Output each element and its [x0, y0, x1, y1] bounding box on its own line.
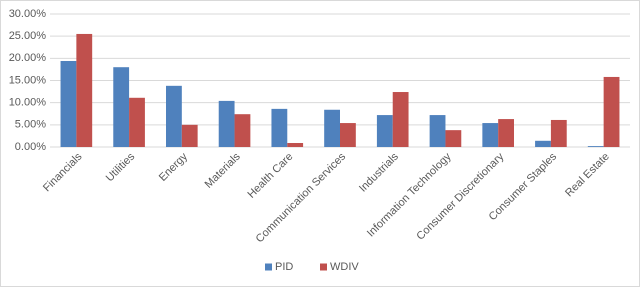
legend-label: PID	[275, 261, 293, 273]
bar	[587, 146, 604, 147]
y-tick-label: 15.00%	[9, 74, 47, 86]
bar	[376, 115, 393, 147]
legend-label: WDIV	[330, 261, 359, 273]
bar	[287, 143, 304, 147]
y-tick-label: 5.00%	[15, 119, 46, 131]
bar	[550, 119, 567, 147]
bar	[129, 97, 145, 147]
y-tick-label: 30.00%	[9, 8, 47, 20]
y-tick-label: 10.00%	[9, 97, 47, 109]
bar	[445, 130, 462, 147]
bar	[535, 140, 551, 147]
bar	[603, 76, 620, 147]
bar	[340, 123, 356, 147]
bar	[271, 108, 288, 147]
bar	[113, 67, 130, 147]
bar	[166, 85, 182, 147]
bar	[324, 109, 340, 147]
bar	[392, 92, 409, 147]
bar	[76, 33, 93, 148]
bar	[60, 60, 77, 147]
bar	[498, 119, 514, 147]
bar	[218, 100, 235, 147]
bar	[429, 115, 446, 147]
y-tick-label: 20.00%	[9, 52, 47, 64]
bar	[482, 123, 499, 147]
legend-swatch	[320, 263, 327, 271]
y-tick-label: 0.00%	[15, 141, 46, 153]
y-tick-label: 25.00%	[9, 30, 47, 42]
legend-swatch	[265, 263, 272, 271]
bar	[234, 114, 251, 147]
bar	[181, 124, 198, 147]
